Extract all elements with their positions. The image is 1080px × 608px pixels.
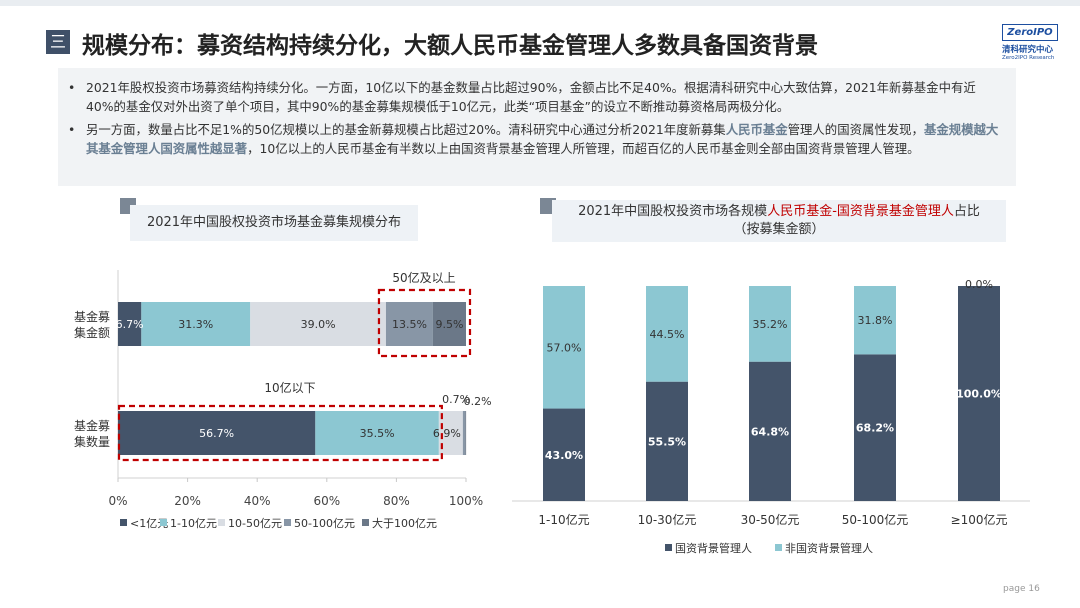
right-chart-data-label-state: 43.0% xyxy=(545,449,583,462)
right-chart-bar-nonstate xyxy=(854,286,896,355)
left-chart-data-label: 35.5% xyxy=(360,427,395,440)
right-chart-bar-state xyxy=(958,286,1000,501)
chart-right-title-red: 人民币基金-国资背景基金管理人 xyxy=(767,204,954,219)
left-chart-legend-label: <1亿元 xyxy=(130,517,168,530)
left-chart-highlight-box-under10 xyxy=(117,404,443,462)
left-chart-data-label: 6.9% xyxy=(433,427,461,440)
left-chart-legend-label: 大于100亿元 xyxy=(372,516,437,530)
top-bar xyxy=(0,0,1080,6)
left-chart-bar-segment xyxy=(315,411,439,455)
left-chart-x-tick-label: 100% xyxy=(449,494,483,508)
right-chart-data-label-nonstate: 57.0% xyxy=(547,341,582,354)
right-chart-x-tick-label: 30-50亿元 xyxy=(741,512,800,527)
left-chart-legend-swatch xyxy=(284,519,291,526)
left-chart-x-tick-label: 20% xyxy=(174,494,201,508)
chart-left-title: 2021年中国股权投资市场基金募集规模分布 xyxy=(130,205,418,241)
left-chart-category-label: 基金募 xyxy=(74,309,110,324)
bullet-2-text-e: ，10亿以上的人民币基金有半数以上由国资背景基金管理人所管理，而超百亿的人民币基… xyxy=(247,141,920,156)
chart-right-title: 2021年中国股权投资市场各规模人民币基金-国资背景基金管理人占比 （按募集金额… xyxy=(552,200,1006,242)
right-chart-x-tick-label: 50-100亿元 xyxy=(842,512,909,527)
left-chart-data-label: 0.7% xyxy=(442,393,470,406)
bullet-1-text: 2021年股权投资市场募资结构持续分化。一方面，10亿以下的基金数量占比超过90… xyxy=(86,80,976,114)
right-chart-x-tick-label: 10-30亿元 xyxy=(638,512,697,527)
chart-right-title-sub: （按募集金额） xyxy=(733,222,825,237)
left-chart-legend-label: 50-100亿元 xyxy=(294,517,355,530)
right-chart-data-label-nonstate: 0.0% xyxy=(965,278,993,291)
page-title: 规模分布：募资结构持续分化，大额人民币基金管理人多数具备国资背景 xyxy=(82,33,818,59)
left-chart-bar-segment xyxy=(432,302,466,346)
left-chart-annotation-50plus: 50亿及以上 xyxy=(392,270,455,285)
left-chart-category-label: 基金募 xyxy=(74,418,110,433)
logo-cn: 清科研究中心 xyxy=(1002,45,1054,55)
chart-right-title-a: 2021年中国股权投资市场各规模 xyxy=(578,204,768,219)
bullet-2: • 另一方面，数量占比不足1%的50亿规模以上的基金新募规模占比超过20%。清科… xyxy=(68,122,999,156)
right-chart-data-label-state: 100.0% xyxy=(956,388,1002,401)
chart-right-title-c: 占比 xyxy=(953,204,980,219)
left-chart-category-label: 集金额 xyxy=(74,325,110,340)
right-chart-data-label-state: 55.5% xyxy=(648,435,686,448)
left-chart-legend-label: 1-10亿元 xyxy=(170,517,217,530)
right-chart-data-label-state: 68.2% xyxy=(856,422,894,435)
right-chart-legend-label: 国资背景管理人 xyxy=(675,541,752,555)
right-chart-bar-nonstate xyxy=(646,286,688,382)
right-chart-data-label-nonstate: 31.8% xyxy=(858,314,893,327)
left-chart-legend-swatch xyxy=(120,519,127,526)
right-chart-x-tick-label: 1-10亿元 xyxy=(538,512,589,527)
right-chart-legend-swatch xyxy=(665,544,672,551)
summary-box xyxy=(58,68,1016,186)
left-chart-bar-segment xyxy=(465,411,467,455)
right-chart-data-label-nonstate: 35.2% xyxy=(753,318,788,331)
page-number: page 16 xyxy=(1003,584,1040,594)
left-chart-legend-label: 10-50亿元 xyxy=(228,517,282,530)
right-chart-bar-nonstate xyxy=(749,286,791,362)
left-chart-data-label: 13.5% xyxy=(392,318,427,331)
left-chart-highlight-box-50plus xyxy=(377,288,472,358)
left-chart-bar-segment xyxy=(250,302,386,346)
bullet-2-text-c: 管理人的国资属性发现， xyxy=(787,122,924,137)
left-chart-bar-segment xyxy=(462,411,466,455)
left-chart-data-label: 31.3% xyxy=(178,318,213,331)
left-chart-bar-segment xyxy=(141,302,251,346)
left-chart-x-tick-label: 0% xyxy=(108,494,127,508)
left-chart-legend-swatch xyxy=(362,519,369,526)
zero2ipo-logo: ZeroIPO 清科研究中心 Zero2IPO Research xyxy=(1002,24,1064,61)
left-chart-legend-swatch xyxy=(218,519,225,526)
right-chart-bar-nonstate xyxy=(543,286,585,409)
bullet-1: • 2021年股权投资市场募资结构持续分化。一方面，10亿以下的基金数量占比超过… xyxy=(68,78,1002,116)
left-chart-x-tick-label: 60% xyxy=(313,494,340,508)
left-chart-annotation-under10: 10亿以下 xyxy=(264,380,315,395)
right-chart-bar-state xyxy=(543,408,585,501)
right-chart-data-label-state: 64.8% xyxy=(751,425,789,438)
logo-mark: ZeroIPO xyxy=(1002,24,1058,41)
right-chart-x-tick-label: ≥100亿元 xyxy=(951,512,1008,527)
left-chart-bar-segment xyxy=(385,302,433,346)
right-chart-legend-label: 非国资背景管理人 xyxy=(785,541,873,555)
right-chart-bar-state xyxy=(749,361,791,501)
left-chart-data-label: 56.7% xyxy=(199,427,234,440)
bullet-2-highlight-rmb: 人民币基金 xyxy=(725,122,788,137)
left-chart-data-label: 39.0% xyxy=(301,318,336,331)
menu-icon: 三 xyxy=(46,30,70,54)
right-chart-bar-state xyxy=(646,381,688,501)
logo-en: Zero2IPO Research xyxy=(1002,55,1055,61)
left-chart-data-label: 0.2% xyxy=(464,395,492,408)
bullet-2-highlight: 基金规模越大其基金管理人国资属性越显著 xyxy=(86,122,999,156)
left-chart-legend-swatch xyxy=(160,519,167,526)
left-chart-data-label: 6.7% xyxy=(116,318,144,331)
left-chart-bar-segment xyxy=(118,411,316,455)
left-chart-bar-segment xyxy=(118,302,142,346)
left-chart-data-label: 9.5% xyxy=(435,318,463,331)
right-chart-bar-state xyxy=(854,354,896,501)
left-chart-x-tick-label: 40% xyxy=(244,494,271,508)
left-chart-category-label: 集数量 xyxy=(74,434,110,449)
right-chart-legend-swatch xyxy=(775,544,782,551)
left-chart-x-tick-label: 80% xyxy=(383,494,410,508)
right-chart-data-label-nonstate: 44.5% xyxy=(650,328,685,341)
bullet-2-text-a: 另一方面，数量占比不足1%的50亿规模以上的基金新募规模占比超过20%。清科研究… xyxy=(86,122,726,137)
